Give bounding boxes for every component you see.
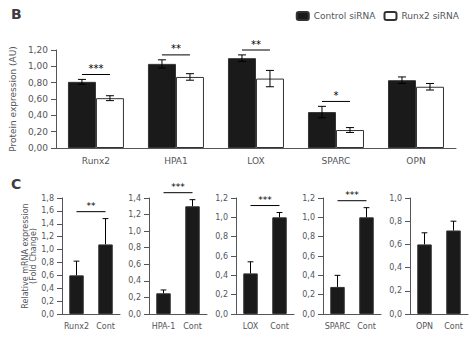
svg-text:0,8: 0,8 [302, 232, 315, 241]
svg-text:0,8: 0,8 [128, 243, 141, 252]
svg-text:1,2: 1,2 [41, 232, 54, 241]
svg-text:0,4: 0,4 [215, 271, 228, 280]
svg-text:0,8: 0,8 [389, 217, 402, 226]
svg-text:0,0: 0,0 [215, 310, 228, 319]
svg-text:0,8: 0,8 [41, 258, 54, 267]
svg-text:OPN: OPN [416, 322, 433, 331]
svg-text:***: *** [258, 195, 272, 205]
svg-text:***: *** [345, 190, 359, 200]
svg-text:Cont: Cont [270, 322, 289, 331]
svg-text:B: B [11, 6, 22, 22]
svg-text:0,2: 0,2 [389, 286, 402, 295]
svg-text:Runx2 siRNA: Runx2 siRNA [401, 11, 459, 21]
svg-text:Cont: Cont [444, 322, 463, 331]
svg-text:0,0: 0,0 [128, 310, 141, 319]
svg-text:1,4: 1,4 [41, 219, 54, 228]
svg-text:0,2: 0,2 [41, 297, 54, 306]
svg-text:Runx2: Runx2 [64, 322, 89, 331]
svg-text:0,4: 0,4 [302, 271, 315, 280]
svg-text:1,4: 1,4 [128, 194, 141, 203]
svg-text:OPN: OPN [406, 156, 425, 166]
svg-text:Protein expression (AU): Protein expression (AU) [8, 46, 18, 152]
svg-text:1,0: 1,0 [215, 213, 228, 222]
svg-text:Cont: Cont [183, 322, 202, 331]
svg-text:LOX: LOX [247, 156, 264, 166]
svg-text:0,60: 0,60 [28, 94, 48, 104]
svg-text:0,00: 0,00 [28, 143, 48, 153]
svg-text:1,8: 1,8 [41, 194, 54, 203]
svg-text:0,4: 0,4 [41, 284, 54, 293]
svg-text:Cont: Cont [96, 322, 115, 331]
svg-text:1,0: 1,0 [302, 213, 315, 222]
svg-text:1,2: 1,2 [128, 210, 141, 219]
svg-text:SPARC: SPARC [325, 322, 351, 331]
svg-text:0,20: 0,20 [28, 127, 48, 137]
svg-text:**: ** [171, 43, 181, 54]
svg-text:0,6: 0,6 [215, 252, 228, 261]
svg-text:Relative mRNA expression: Relative mRNA expression [20, 203, 30, 309]
svg-text:0,40: 0,40 [28, 110, 48, 120]
svg-text:0,80: 0,80 [28, 78, 48, 88]
svg-text:1,0: 1,0 [128, 227, 141, 236]
svg-text:***: *** [171, 182, 185, 192]
svg-text:Runx2: Runx2 [82, 156, 110, 166]
svg-text:*: * [333, 90, 338, 101]
svg-text:0,4: 0,4 [128, 276, 141, 285]
svg-text:LOX: LOX [243, 322, 259, 331]
svg-text:0,6: 0,6 [128, 260, 141, 269]
svg-text:0,2: 0,2 [128, 293, 141, 302]
svg-text:1,2: 1,2 [302, 194, 315, 203]
svg-text:Control siRNA: Control siRNA [314, 11, 377, 21]
svg-text:0,8: 0,8 [215, 232, 228, 241]
svg-text:0,6: 0,6 [302, 252, 315, 261]
svg-text:(Fold Change): (Fold Change) [29, 228, 38, 284]
svg-text:**: ** [251, 39, 261, 50]
svg-text:0,6: 0,6 [389, 240, 402, 249]
svg-text:HPA-1: HPA-1 [152, 322, 176, 331]
svg-text:Cont: Cont [357, 322, 376, 331]
svg-text:***: *** [88, 63, 103, 74]
svg-text:0,2: 0,2 [302, 290, 315, 299]
svg-text:1,20: 1,20 [28, 45, 48, 55]
svg-text:1,0: 1,0 [41, 245, 54, 254]
svg-text:1,6: 1,6 [41, 206, 54, 215]
svg-text:1,00: 1,00 [28, 61, 48, 71]
svg-text:0,2: 0,2 [215, 290, 228, 299]
svg-text:**: ** [87, 201, 97, 211]
svg-text:0,0: 0,0 [389, 310, 402, 319]
svg-text:HPA1: HPA1 [164, 156, 188, 166]
svg-text:SPARC: SPARC [322, 156, 351, 166]
svg-text:0,0: 0,0 [41, 310, 54, 319]
svg-text:0,4: 0,4 [389, 263, 402, 272]
svg-text:0,6: 0,6 [41, 271, 54, 280]
svg-text:1,0: 1,0 [389, 194, 402, 203]
svg-text:0,0: 0,0 [302, 310, 315, 319]
svg-text:1,2: 1,2 [215, 194, 228, 203]
svg-text:C: C [11, 176, 21, 192]
